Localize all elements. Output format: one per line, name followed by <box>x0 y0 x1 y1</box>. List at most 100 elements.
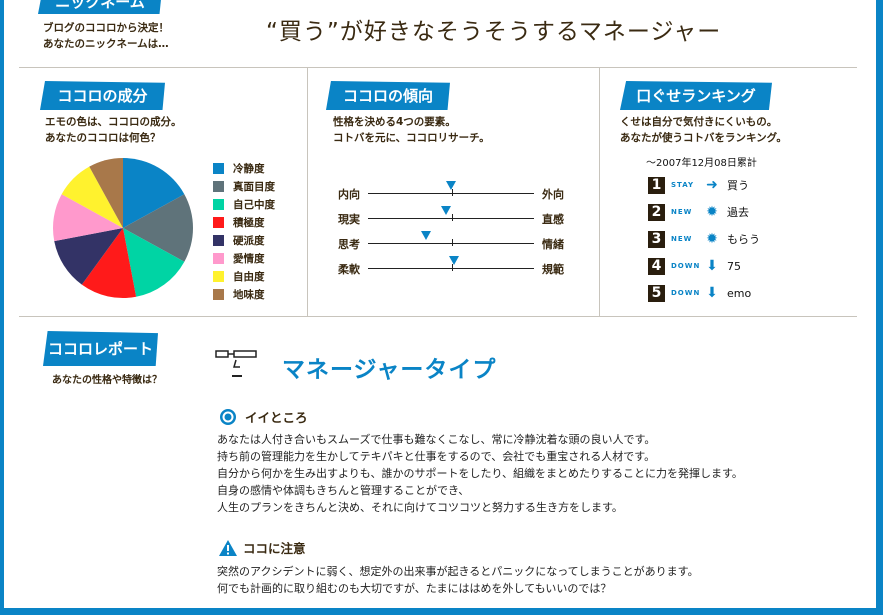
arrow-down-icon: ⬇ <box>706 285 718 301</box>
caution-heading: ココに注意 <box>218 538 306 557</box>
rank-status: NEW <box>671 208 693 216</box>
tendency-tab: ココロの傾向 <box>326 81 450 110</box>
slider-left-label: 現実 <box>338 213 360 226</box>
slider-left-label: 内向 <box>338 188 360 201</box>
legend-label: 冷静度 <box>233 163 265 175</box>
nickname-desc: ブログのココロから決定！ あなたのニックネームは… <box>43 20 169 52</box>
legend-item: 硬派度 <box>213 233 265 248</box>
pie-slice-0 <box>123 158 185 228</box>
warning-icon <box>219 539 237 556</box>
arrow-right-icon: ➜ <box>706 177 718 193</box>
burst-icon: ✹ <box>706 231 718 247</box>
ranking-item: 5 DOWN ⬇ emo <box>648 284 751 302</box>
composition-desc: エモの色は、ココロの成分。 あなたのココロは何色？ <box>45 114 182 146</box>
frame-right <box>876 0 883 615</box>
rank-status: DOWN <box>671 262 701 270</box>
legend-label: 自己中度 <box>233 199 275 211</box>
slider-center-tick <box>452 239 453 246</box>
rank-word: emo <box>727 286 752 300</box>
slider-center-tick <box>452 264 453 271</box>
rank-status: DOWN <box>671 289 701 297</box>
ranking-item: 1 STAY ➜ 買う <box>648 176 749 194</box>
slider-track <box>368 243 534 244</box>
desc-line: あなたのニックネームは… <box>43 38 169 50</box>
legend-item: 地味度 <box>213 287 265 302</box>
legend-item: 積極度 <box>213 215 265 230</box>
ranking-item: 4 DOWN ⬇ 75 <box>648 257 741 275</box>
slider-center-tick <box>452 214 453 221</box>
tendency-desc: 性格を決める4つの要素。 コトバを元に、ココロリサーチ。 <box>333 114 490 146</box>
ranking-date: ～2007年12月08日累計 <box>646 158 757 169</box>
good-title: イイところ <box>245 410 308 425</box>
pie-slice-5 <box>53 194 123 242</box>
legend-item: 愛情度 <box>213 251 265 266</box>
legend-item: 自己中度 <box>213 197 275 212</box>
slider-track <box>368 218 534 219</box>
report-type: マネージャータイプ <box>282 357 497 383</box>
nickname-tab: ニックネーム <box>38 0 162 14</box>
glasses-face-icon <box>215 350 257 377</box>
slider-track <box>368 193 534 194</box>
pie-slice-6 <box>61 166 123 228</box>
pie-slice-1 <box>123 194 193 262</box>
composition-tab: ココロの成分 <box>40 81 165 110</box>
rank-number: 4 <box>648 257 665 275</box>
rank-word: もらう <box>727 233 760 246</box>
ranking-item: 3 NEW ✹ もらう <box>648 230 760 248</box>
divider <box>599 67 600 316</box>
slider-track <box>368 268 534 269</box>
desc-line: 性格を決める4つの要素。 <box>333 116 456 128</box>
legend-label: 積極度 <box>233 217 265 229</box>
desc-line: くせは自分で気付きにくいもの。 <box>620 116 778 128</box>
desc-line: コトバを元に、ココロリサーチ。 <box>333 132 490 144</box>
caution-line: 突然のアクシデントに弱く、想定外の出来事が起きるとパニックになってしまうことがあ… <box>217 565 699 578</box>
legend-label: 真面目度 <box>233 181 275 193</box>
legend-label: 硬派度 <box>233 235 265 247</box>
slider-center-tick <box>452 189 453 196</box>
arrow-down-icon: ⬇ <box>706 258 718 274</box>
caution-line: 何でも計画的に取り組むのも大切ですが、たまにははめを外してもいいのでは？ <box>217 582 612 595</box>
rank-number: 2 <box>648 203 665 221</box>
legend-swatch <box>213 199 224 210</box>
pie-slice-2 <box>123 228 185 297</box>
ranking-desc: くせは自分で気付きにくいもの。 あなたが使うコトバをランキング。 <box>620 114 787 146</box>
burst-icon: ✹ <box>706 204 718 220</box>
good-line: 持ち前の管理能力を生かしてテキパキと仕事をするので、会社でも重宝される人材です。 <box>217 450 656 463</box>
rank-word: 75 <box>727 259 741 273</box>
report-tab: ココロレポート <box>43 331 158 366</box>
nickname-value: “買う”が好きなそうそうするマネージャー <box>266 19 722 45</box>
legend-label: 自由度 <box>233 271 265 283</box>
legend-swatch <box>213 289 224 300</box>
good-line: 人生のプランをきちんと決め、それに向けてコツコツと努力する生き方をします。 <box>217 501 623 514</box>
legend-label: 愛情度 <box>233 253 265 265</box>
pie-chart <box>53 158 193 298</box>
slider-right-label: 直感 <box>542 213 564 226</box>
legend-swatch <box>213 163 224 174</box>
legend-item: 冷静度 <box>213 161 265 176</box>
good-line: 自分から何かを生み出すよりも、誰かのサポートをしたり、組織をまとめたりすることに… <box>217 467 743 480</box>
legend-item: 自由度 <box>213 269 265 284</box>
slider-marker <box>449 256 460 265</box>
rank-status: STAY <box>671 181 695 189</box>
rank-word: 過去 <box>727 206 749 219</box>
pie-slice-4 <box>54 228 123 285</box>
legend-swatch <box>213 271 224 282</box>
ranking-item: 2 NEW ✹ 過去 <box>648 203 749 221</box>
ranking-tab: 口ぐせランキング <box>620 81 772 110</box>
desc-line: あなたのココロは何色？ <box>45 132 161 144</box>
good-line: あなたは人付き合いもスムーズで仕事も難なくこなし、常に冷静沈着な頭の良い人です。 <box>217 433 656 446</box>
desc-line: ブログのココロから決定！ <box>43 22 169 34</box>
slider-left-label: 思考 <box>338 238 360 251</box>
divider <box>19 67 857 68</box>
caution-title: ココに注意 <box>243 541 306 556</box>
report-desc: あなたの性格や特徴は？ <box>52 375 162 386</box>
legend-swatch <box>213 253 224 264</box>
divider <box>19 316 857 317</box>
desc-line: あなたが使うコトバをランキング。 <box>620 132 787 144</box>
good-line: 自身の感情や体調もきちんと管理することができ、 <box>217 484 470 497</box>
slider-right-label: 外向 <box>542 188 564 201</box>
target-icon <box>220 408 236 425</box>
good-heading: イイところ <box>219 407 308 426</box>
legend-label: 地味度 <box>233 289 265 301</box>
legend-swatch <box>213 181 224 192</box>
